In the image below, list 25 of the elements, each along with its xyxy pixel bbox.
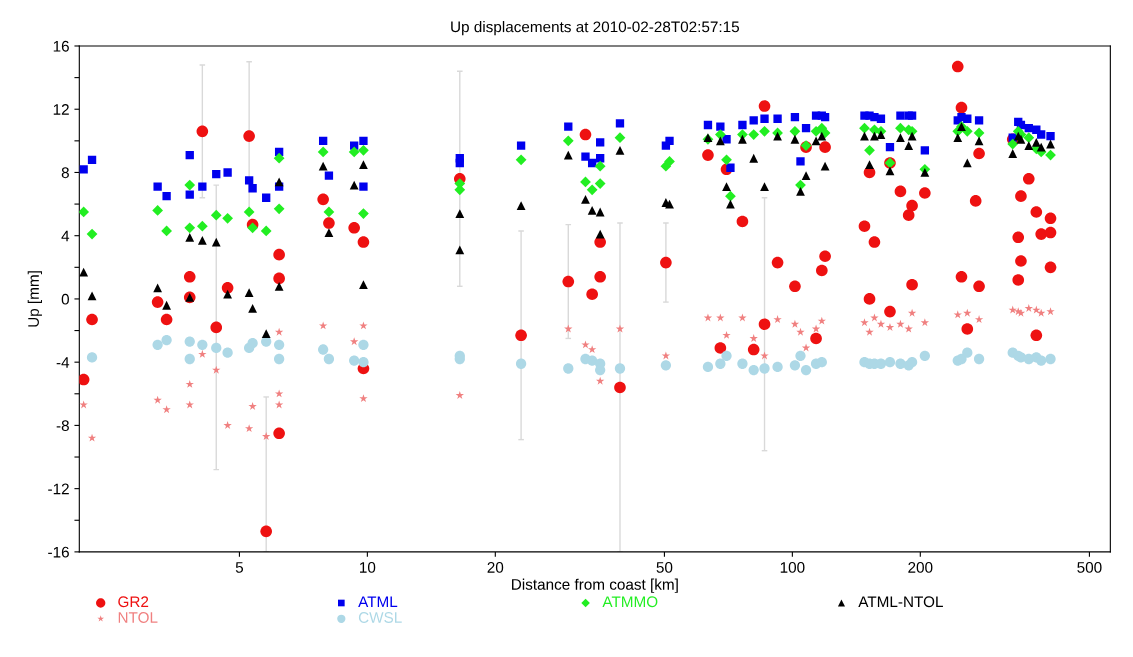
legend-label: ATML	[358, 596, 398, 607]
y-axis-title: Up [mm]	[27, 271, 42, 327]
y-tick-label: -16	[48, 546, 69, 558]
y-tick-label: 4	[61, 230, 70, 242]
x-tick-label: 500	[1077, 562, 1102, 573]
y-tick-label: -8	[56, 420, 69, 432]
legend-label: GR2	[118, 596, 149, 608]
x-axis-title: Distance from coast [km]	[512, 578, 678, 593]
y-tick-label: 8	[61, 167, 69, 179]
y-tick-label: -12	[48, 483, 69, 495]
y-tick-label: -4	[56, 357, 70, 368]
x-tick-label: 200	[908, 562, 933, 573]
legend-label: CWSL	[358, 612, 402, 623]
x-tick-label: 10	[360, 562, 376, 573]
y-tick-label: 0	[61, 293, 69, 305]
x-tick-label: 50	[656, 562, 673, 573]
legend-label: ATMMO	[602, 596, 658, 608]
y-tick-label: 12	[53, 104, 69, 115]
legend-label: NTOL	[118, 612, 158, 623]
x-tick-label: 5	[235, 562, 244, 573]
x-tick-label: 100	[780, 562, 805, 573]
legend-label: ATML-NTOL	[858, 596, 943, 608]
x-tick-label: 20	[487, 562, 504, 573]
chart-title: Up displacements at 2010-02-28T02:57:15	[451, 21, 739, 36]
y-tick-label: 16	[53, 40, 69, 52]
